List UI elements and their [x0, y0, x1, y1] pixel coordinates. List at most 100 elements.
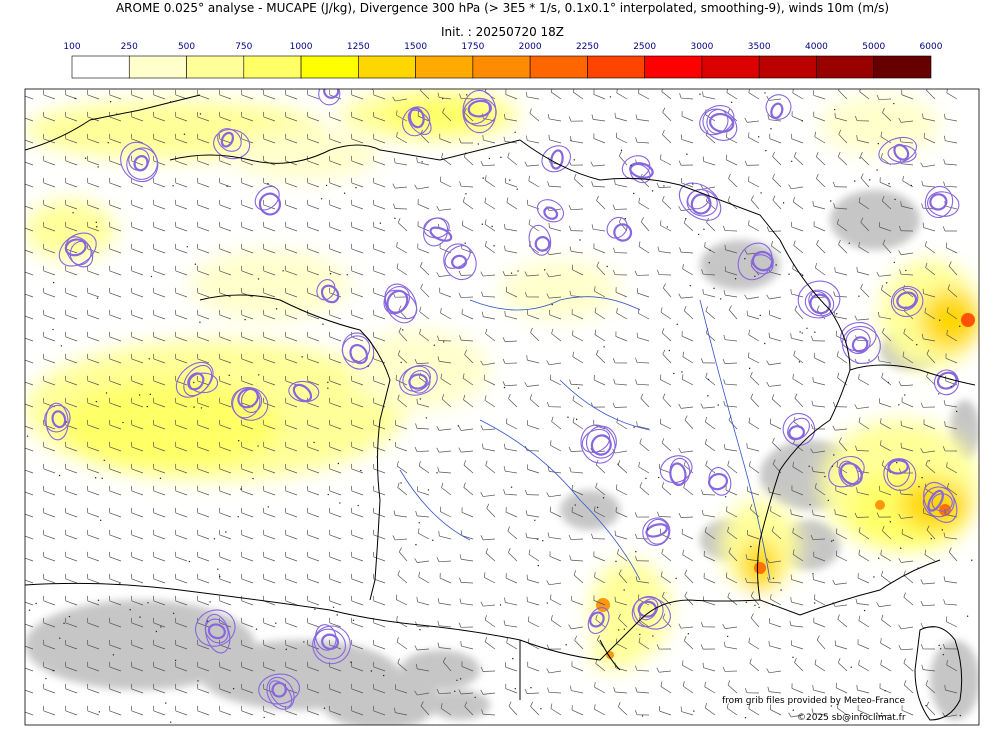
divergence-contour [887, 144, 917, 163]
divergence-contour [751, 250, 774, 272]
divergence-contour [268, 680, 293, 708]
divergence-contour [462, 89, 497, 134]
colorbar-segment [128, 55, 187, 79]
divergence-contour [402, 106, 431, 137]
divergence-contour [669, 457, 691, 485]
divergence-contour [204, 618, 229, 644]
divergence-contour [51, 410, 67, 429]
divergence-contour [65, 236, 94, 268]
init-time-label: Init. : 20250720 18Z [440, 25, 565, 39]
divergence-contour [232, 387, 261, 419]
divergence-contour [926, 191, 960, 217]
station-dots [26, 89, 973, 723]
divergence-contour [606, 216, 628, 239]
divergence-contour [316, 279, 336, 301]
wind-barbs [25, 89, 958, 718]
divergence-contour [443, 243, 477, 281]
divergence-contour [318, 89, 341, 106]
colorbar-segment [243, 55, 302, 79]
divergence-contour [637, 600, 658, 618]
divergence-contour [323, 89, 340, 99]
divergence-contour [590, 434, 612, 456]
divergence-contour [646, 518, 670, 545]
divergence-contour [258, 192, 282, 216]
mucape-field [25, 90, 979, 670]
colorbar-segment [529, 55, 588, 79]
divergence-contour [585, 425, 617, 459]
divergence-contour [886, 458, 911, 487]
divergence-contour [581, 428, 611, 453]
divergence-contour [408, 107, 425, 129]
divergence-contour [936, 371, 958, 390]
divergence-contour [195, 609, 236, 647]
divergence-contour [838, 460, 859, 487]
divergence-contour [341, 335, 371, 363]
divergence-contour [890, 285, 924, 318]
map-title: AROME 0.025° analyse - MUCAPE (J/kg), Di… [115, 1, 890, 15]
divergence-contour [839, 462, 863, 486]
colorbar-segment [644, 55, 703, 79]
divergence-contour [133, 155, 149, 172]
colorbar-tick-label: 750 [235, 42, 252, 52]
divergence-contour [271, 681, 287, 698]
divergence-contour [787, 417, 810, 441]
divergence-contour [708, 112, 735, 133]
divergence-contour [217, 128, 242, 152]
divergence-contour [126, 147, 158, 180]
divergence-contour [292, 383, 313, 403]
divergence-contour [254, 185, 280, 211]
mucape-colorbar: 100 250 500 750 1000 1250 1500 1750 2000 2250 2500… [63, 42, 943, 79]
cape-maximum [875, 500, 885, 510]
divergence-contour [541, 145, 571, 173]
divergence-contour [788, 425, 805, 440]
divergence-contour [883, 458, 917, 491]
divergence-contour [927, 489, 944, 512]
divergence-contour [341, 332, 375, 370]
divergence-contour [931, 493, 953, 512]
divergence-contour [44, 404, 71, 433]
divergence-contour [669, 462, 687, 487]
divergence-contour [706, 108, 729, 135]
divergence-contour [840, 321, 877, 352]
divergence-contour [613, 223, 633, 242]
divergence-contour [580, 424, 616, 464]
colorbar-tick-label: 4000 [805, 42, 828, 52]
data-source-credit: from grib files provided by Meteo-France [722, 696, 906, 706]
colorbar-segment [587, 55, 645, 79]
divergence-contour [402, 365, 431, 392]
cape-maximum [939, 504, 951, 516]
divergence-contour [451, 254, 468, 270]
divergence-contour [423, 217, 450, 239]
divergence-contour [231, 387, 269, 421]
divergence-contour [467, 99, 492, 118]
divergence-contour [320, 284, 340, 304]
colorbar-segment [358, 55, 416, 79]
divergence-contour [851, 336, 869, 353]
divergence-contour [58, 232, 97, 267]
divergence-contour [878, 136, 917, 165]
divergence-contour [321, 633, 340, 650]
divergence-contour [765, 94, 792, 120]
terrain-relief [25, 190, 979, 725]
colorbar-segment [300, 55, 359, 79]
divergence-contour [175, 361, 214, 398]
divergence-contour [659, 455, 693, 484]
divergence-contour [463, 98, 497, 127]
coastlines-borders [25, 94, 976, 721]
divergence-contour [887, 459, 909, 475]
colorbar-tick-label: 1500 [404, 42, 427, 52]
divergence-contour [207, 623, 226, 640]
rivers [399, 296, 771, 581]
cape-maximum [754, 562, 766, 574]
divergence-contour [444, 245, 471, 269]
colorbar-tick-label: 1250 [347, 42, 370, 52]
colorbar-segment [71, 55, 130, 79]
colorbar-tick-label: 250 [121, 42, 138, 52]
divergence-contour [750, 254, 774, 275]
cape-maximum [606, 651, 614, 659]
divergence-contour [808, 290, 831, 314]
colorbar-segment [472, 55, 531, 79]
divergence-contour [423, 217, 449, 247]
divergence-contour [349, 343, 369, 365]
